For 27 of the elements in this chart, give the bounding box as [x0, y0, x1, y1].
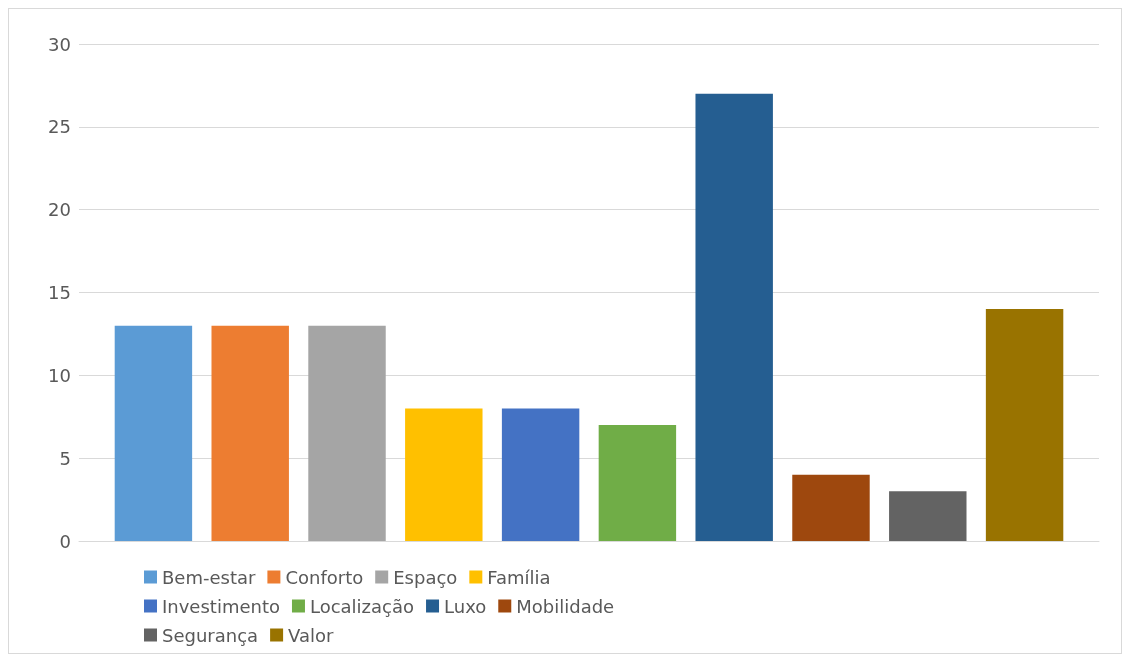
legend-label: Espaço — [393, 566, 458, 588]
legend-label: Valor — [288, 624, 335, 646]
bar — [598, 425, 677, 541]
bar — [985, 309, 1064, 541]
legend-label: Localização — [309, 595, 415, 617]
bar — [308, 325, 386, 541]
bar — [405, 408, 483, 541]
bar — [792, 474, 870, 541]
legend-label: Família — [487, 566, 551, 588]
bar — [889, 491, 967, 541]
bar — [114, 325, 193, 541]
legend-label: Segurança — [162, 624, 259, 646]
legend-label: Luxo — [444, 595, 487, 617]
y-tick-label: 10 — [48, 364, 71, 386]
bar — [695, 93, 773, 541]
y-tick-label: 15 — [48, 282, 71, 303]
y-tick-label: 5 — [59, 447, 71, 469]
legend-label: Investimento — [162, 595, 280, 617]
legend-label: Conforto — [285, 566, 364, 588]
bar — [501, 408, 580, 541]
legend-label: Mobilidade — [516, 595, 615, 617]
y-tick-label: 20 — [48, 199, 71, 221]
y-tick-label: 30 — [48, 33, 71, 55]
legend-label: Bem-estar — [162, 566, 256, 588]
y-tick-label: 25 — [48, 116, 71, 138]
bar — [211, 325, 289, 541]
y-tick-label: 0 — [59, 530, 71, 552]
